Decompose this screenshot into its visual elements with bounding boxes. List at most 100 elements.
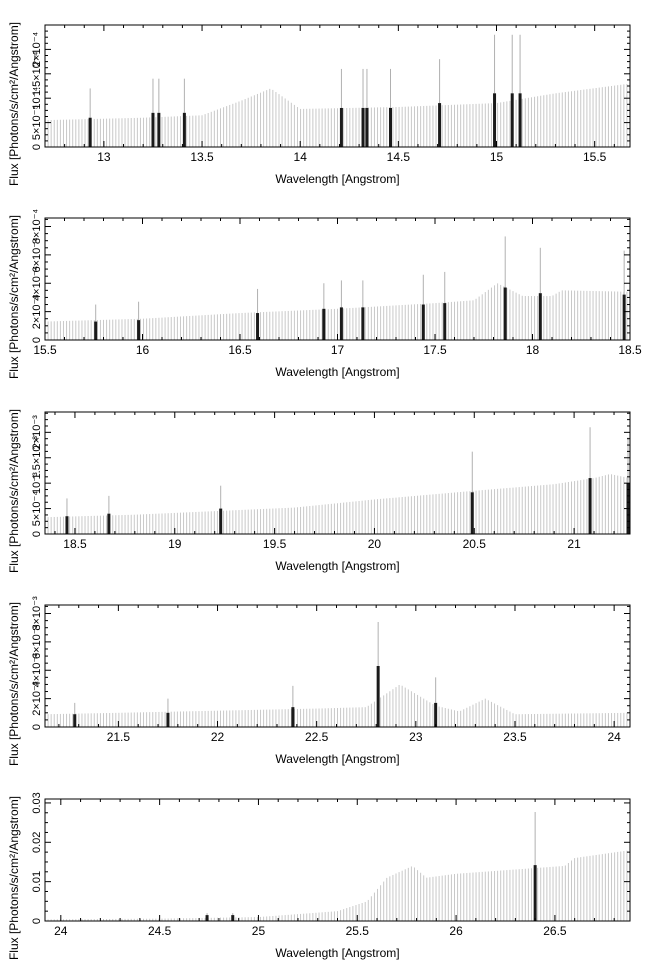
emission-line-bar bbox=[361, 307, 365, 340]
y-tick-label: 2×10⁻⁴ bbox=[31, 294, 43, 330]
emission-line-bar bbox=[182, 112, 186, 147]
x-tick-label: 19 bbox=[168, 537, 182, 551]
emission-line-bar bbox=[443, 303, 447, 340]
x-tick-label: 22 bbox=[211, 730, 225, 744]
x-tick-label: 13.5 bbox=[190, 150, 214, 164]
continuum-bars bbox=[44, 685, 631, 727]
y-tick-label: 8×10⁻³ bbox=[31, 596, 43, 631]
emission-line-bar bbox=[538, 293, 542, 340]
x-tick-label: 23.5 bbox=[503, 730, 527, 744]
y-tick-label: 4×10⁻⁴ bbox=[31, 265, 43, 301]
emission-line-bar bbox=[291, 707, 295, 727]
x-axis-title: Wavelength [Angstrom] bbox=[275, 946, 399, 960]
y-tick-label: 2×10⁻³ bbox=[31, 415, 43, 450]
x-tick-label: 20 bbox=[368, 537, 382, 551]
emission-line-bar bbox=[421, 304, 425, 340]
emission-line-bar bbox=[510, 93, 514, 147]
emission-line-bar bbox=[434, 702, 438, 727]
x-tick-label: 13 bbox=[97, 150, 111, 164]
x-tick-label: 21.5 bbox=[107, 730, 131, 744]
x-tick-label: 25.5 bbox=[346, 924, 370, 938]
emission-line-bar bbox=[205, 915, 209, 921]
plot-frame bbox=[44, 411, 631, 535]
emission-line-bar bbox=[389, 107, 393, 147]
x-tick-label: 26 bbox=[449, 924, 463, 938]
x-tick-label: 16 bbox=[136, 343, 150, 357]
y-tick-label: 0.03 bbox=[31, 792, 43, 813]
emission-line-bar bbox=[339, 107, 343, 147]
y-tick-label: 2×10⁻⁴ bbox=[31, 31, 43, 67]
y-axis-title: Flux [Photons/s/cm²/Angstrom] bbox=[7, 796, 21, 960]
y-tick-label: 1.5×10⁻³ bbox=[31, 436, 43, 480]
panel-1: 13 13.5 14 14.5 15 15.5 0 5×10⁻⁵10⁻⁴1.5×10⁻⁴2×1… bbox=[7, 22, 631, 186]
x-tick-label: 24.5 bbox=[148, 924, 172, 938]
y-tick-label: 8×10⁻⁴ bbox=[31, 209, 43, 245]
x-axis-title: Wavelength [Angstrom] bbox=[275, 559, 399, 573]
emission-line-bar bbox=[157, 112, 161, 147]
x-tick-label: 18.5 bbox=[618, 343, 642, 357]
emission-line-bar bbox=[73, 714, 77, 727]
panel-4: 21.5 22 22.5 23 23.5 24 0 2×10⁻³4×10⁻³6×10⁻³8×1… bbox=[7, 596, 631, 766]
y-axis-title: Flux [Photons/s/cm²/Angstrom] bbox=[7, 22, 21, 186]
y-tick-label: 10⁻⁴ bbox=[31, 87, 43, 110]
x-tick-label: 14 bbox=[294, 150, 308, 164]
emission-line-bar bbox=[322, 308, 326, 340]
emission-line-bar bbox=[88, 117, 92, 147]
y-axis-title: Flux [Photons/s/cm²/Angstrom] bbox=[7, 602, 21, 766]
x-axis-title: Wavelength [Angstrom] bbox=[275, 365, 399, 379]
x-tick-label: 17.5 bbox=[423, 343, 447, 357]
x-tick-label: 19.5 bbox=[263, 537, 287, 551]
continuum-bars bbox=[44, 850, 631, 921]
y-tick-label: 0.01 bbox=[31, 871, 43, 892]
panel-3: 18.5 19 19.5 20 20.5 21 0 5×10⁻⁴10⁻³1.5×10⁻³2×1… bbox=[7, 409, 631, 573]
emission-line-bar bbox=[365, 107, 369, 147]
y-tick-label: 6×10⁻³ bbox=[31, 624, 43, 659]
emission-line-bar bbox=[518, 93, 522, 147]
x-tick-label: 20.5 bbox=[463, 537, 487, 551]
x-tick-label: 17 bbox=[331, 343, 345, 357]
emission-line-bar bbox=[166, 712, 170, 727]
emission-line-bar bbox=[65, 516, 69, 534]
emission-line-bar bbox=[588, 478, 592, 534]
emission-line-bar bbox=[438, 103, 442, 147]
emission-line-bar bbox=[376, 666, 380, 727]
y-axis-title: Flux [Photons/s/cm²/Angstrom] bbox=[7, 215, 21, 379]
x-axis-title: Wavelength [Angstrom] bbox=[275, 172, 399, 186]
y-axis-title: Flux [Photons/s/cm²/Angstrom] bbox=[7, 409, 21, 573]
x-tick-label: 16.5 bbox=[228, 343, 252, 357]
emission-line-bar bbox=[256, 313, 260, 340]
emission-line-bar bbox=[503, 287, 507, 340]
x-tick-label: 25 bbox=[252, 924, 266, 938]
x-tick-label: 18.5 bbox=[63, 537, 87, 551]
panel-2: 15.5 16 16.5 17 17.5 18 18.5 0 2×10⁻⁴4×10⁻⁴6×10⁻… bbox=[7, 209, 642, 379]
x-tick-label: 24 bbox=[607, 730, 621, 744]
x-tick-label: 18 bbox=[526, 343, 540, 357]
emission-line-bar bbox=[361, 107, 365, 147]
y-tick-label: 0 bbox=[31, 531, 43, 537]
emission-line-bar bbox=[137, 320, 141, 340]
y-tick-label: 5×10⁻⁵ bbox=[31, 105, 43, 140]
y-tick-label: 0.02 bbox=[31, 832, 43, 853]
x-tick-label: 26.5 bbox=[543, 924, 567, 938]
x-tick-label: 21 bbox=[567, 537, 581, 551]
x-tick-label: 14.5 bbox=[387, 150, 411, 164]
emission-line-bar bbox=[151, 112, 155, 147]
emission-line-bar bbox=[622, 294, 626, 340]
emission-line-bar bbox=[107, 513, 111, 534]
y-tick-label: 5×10⁻⁴ bbox=[31, 491, 43, 527]
emission-line-bar bbox=[493, 93, 497, 147]
y-tick-label: 0 bbox=[31, 918, 43, 924]
continuum-bars bbox=[44, 474, 631, 534]
emission-line-bar bbox=[533, 865, 537, 921]
y-tick-label: 0 bbox=[31, 144, 43, 150]
emission-line-bar bbox=[470, 492, 474, 534]
continuum-bars bbox=[44, 83, 631, 147]
y-tick-label: 1.5×10⁻⁴ bbox=[31, 51, 43, 96]
continuum-bars bbox=[44, 283, 631, 340]
x-axis-title: Wavelength [Angstrom] bbox=[275, 752, 399, 766]
emission-line-bar bbox=[219, 508, 223, 534]
y-tick-label: 10⁻³ bbox=[31, 472, 43, 494]
panel-5: 24 24.5 25 25.5 26 26.5 0 0.01 0.02 0.03 Wavelengt… bbox=[7, 792, 631, 960]
y-tick-label: 0 bbox=[31, 337, 43, 343]
